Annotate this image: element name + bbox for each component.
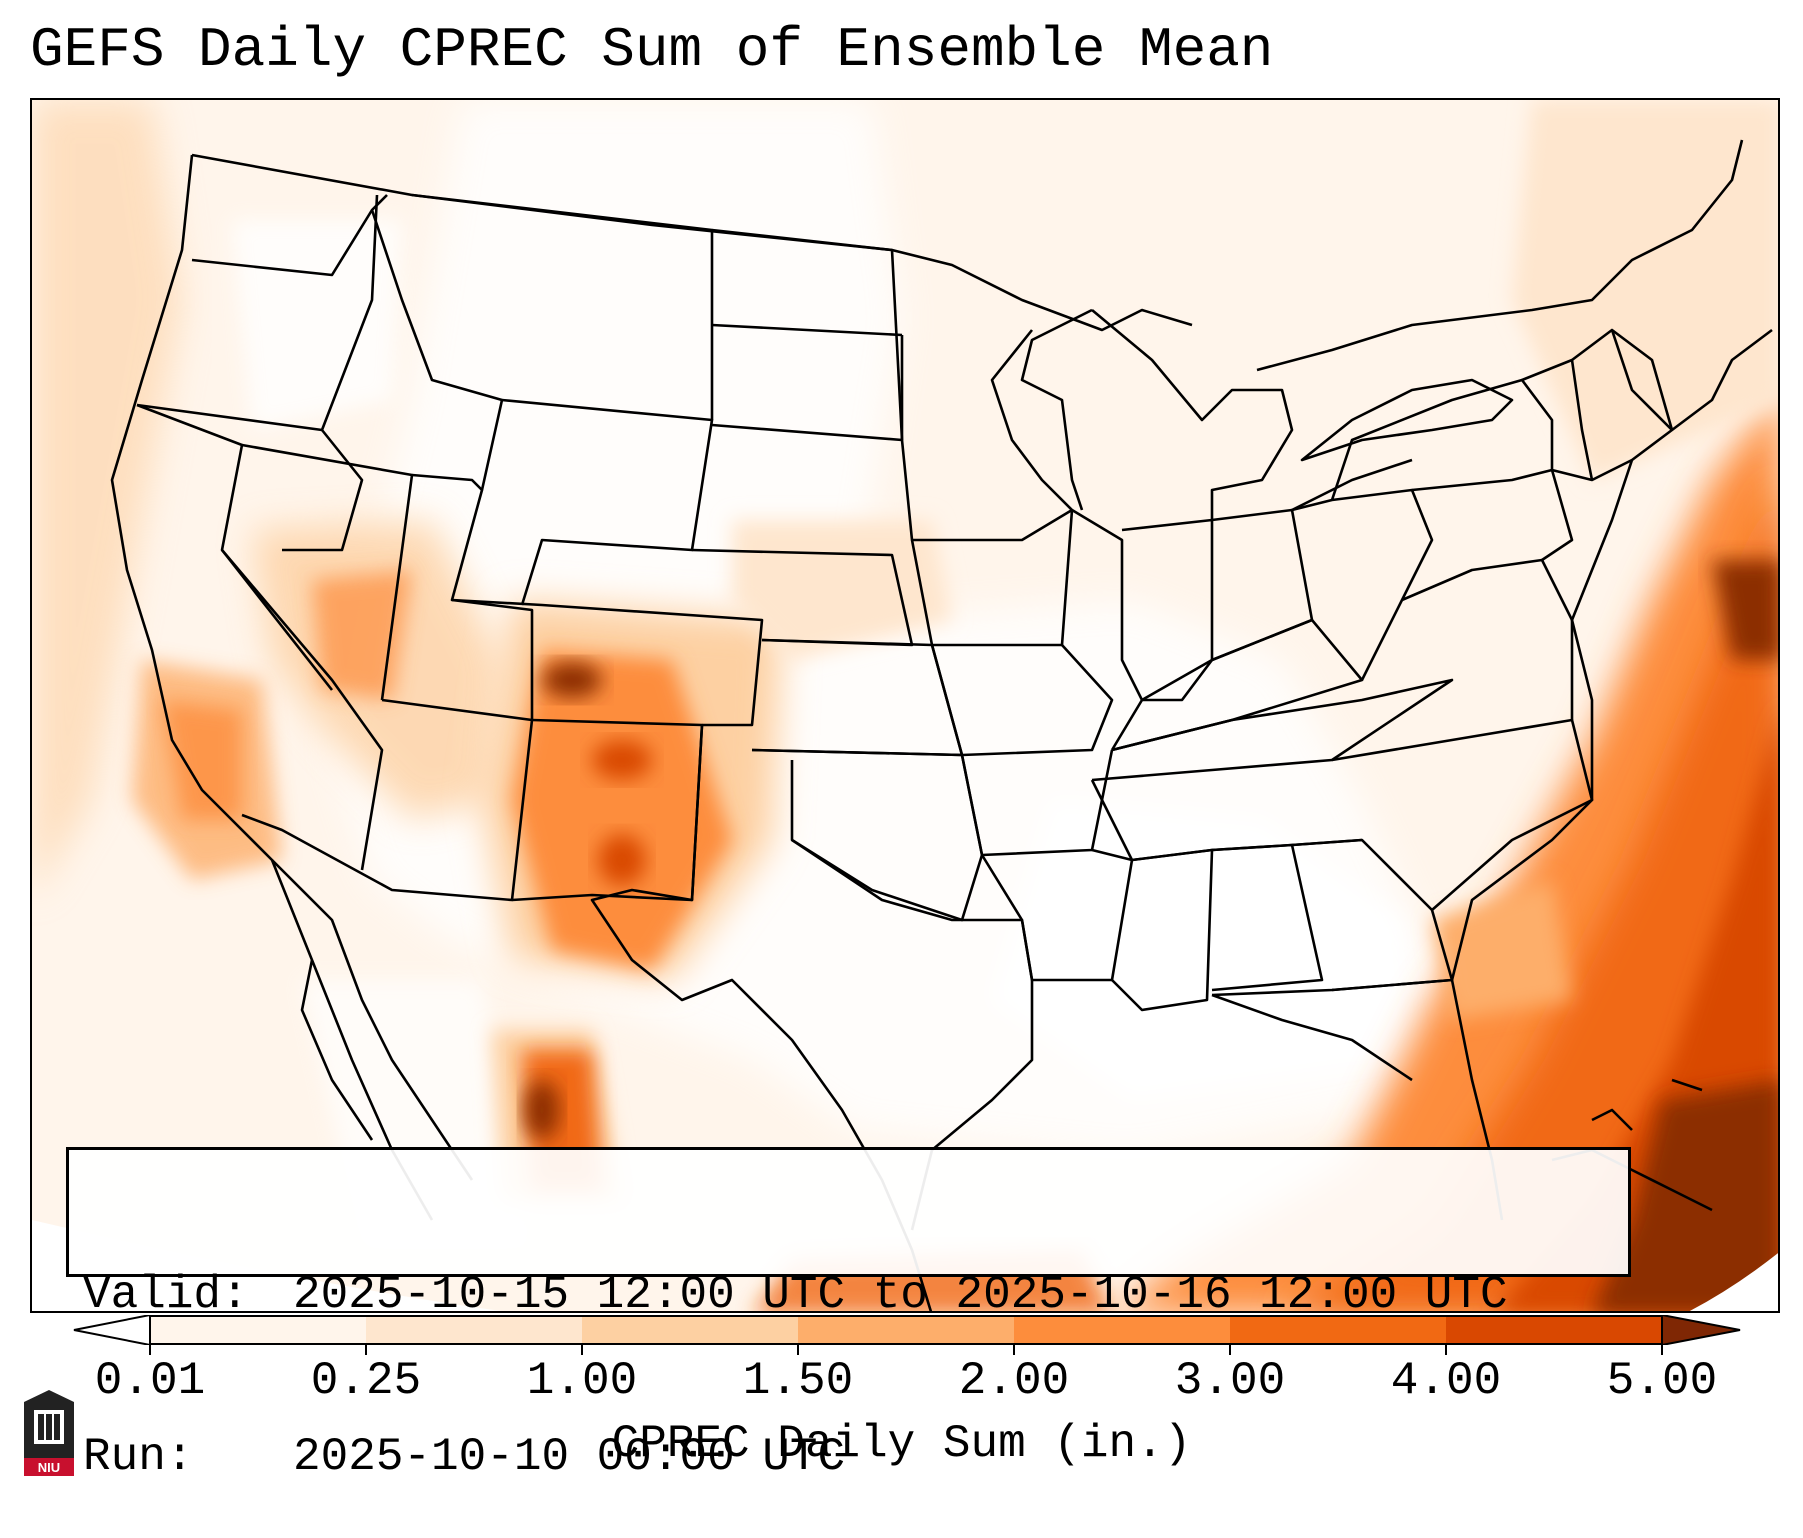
colorbar-tick-label: 4.00: [1390, 1355, 1502, 1407]
state-borders: [110, 139, 1773, 1311]
colorbar-tick-mark: [365, 1345, 367, 1355]
colorbar-tick-mark: [581, 1345, 583, 1355]
valid-row: Valid: 2025-10-15 12:00 UTC to 2025-10-16…: [83, 1268, 1614, 1322]
colorbar-segment: [1014, 1315, 1231, 1345]
colorbar-under-extend: [73, 1315, 151, 1345]
precipitation-map: [30, 98, 1780, 1313]
run-row: Run: 2025-10-10 00:00 UTC: [83, 1430, 1614, 1484]
colorbar-tick-label: 1.00: [526, 1355, 638, 1407]
colorbar-over-extend: [1661, 1315, 1741, 1345]
map-title: GEFS Daily CPREC Sum of Ensemble Mean: [30, 18, 1274, 82]
colorbar-tick-mark: [1661, 1345, 1663, 1355]
niu-logo: NIU: [24, 1390, 74, 1476]
colorbar-tick-label: 0.25: [310, 1355, 422, 1407]
run-label: Run:: [83, 1431, 194, 1483]
colorbar-tick-label: 3.00: [1174, 1355, 1286, 1407]
colorbar-segment: [582, 1315, 799, 1345]
colorbar-tick-label: 0.01: [94, 1355, 206, 1407]
colorbar-segment: [798, 1315, 1015, 1345]
map-canvas: [32, 100, 1778, 1311]
colorbar-tick-mark: [1229, 1345, 1231, 1355]
colorbar-tick-mark: [1445, 1345, 1447, 1355]
colorbar-tick-label: 1.50: [742, 1355, 854, 1407]
colorbar-tick-mark: [1013, 1345, 1015, 1355]
colorbar-label: CPREC Daily Sum (in.): [611, 1418, 1192, 1470]
colorbar-tick-label: 5.00: [1606, 1355, 1718, 1407]
svg-text:NIU: NIU: [38, 1460, 60, 1475]
colorbar: [73, 1315, 1741, 1345]
colorbar-tick-label: 2.00: [958, 1355, 1070, 1407]
valid-value: 2025-10-15 12:00 UTC to 2025-10-16 12:00…: [293, 1269, 1508, 1321]
precip-field: [32, 100, 1778, 1311]
colorbar-tick-mark: [149, 1345, 151, 1355]
colorbar-segment: [1230, 1315, 1447, 1345]
valid-label: Valid:: [83, 1269, 249, 1321]
colorbar-outline: [149, 1315, 1663, 1345]
colorbar-segment: [150, 1315, 367, 1345]
colorbar-segment: [366, 1315, 583, 1345]
info-box: Valid: 2025-10-15 12:00 UTC to 2025-10-16…: [66, 1147, 1631, 1483]
run-value: 2025-10-10 00:00 UTC: [293, 1431, 846, 1483]
colorbar-segment: [1446, 1315, 1663, 1345]
colorbar-tick-mark: [797, 1345, 799, 1355]
